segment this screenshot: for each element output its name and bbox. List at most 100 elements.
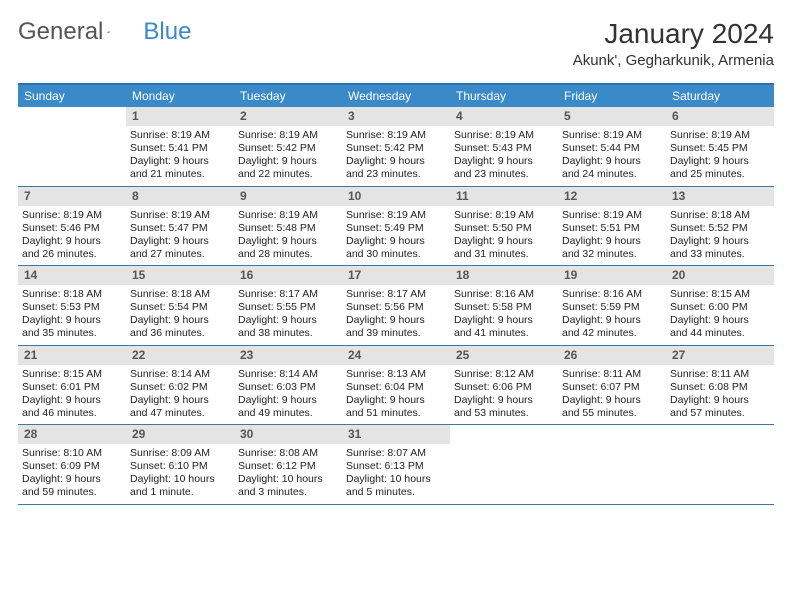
calendar-day-cell: 1Sunrise: 8:19 AMSunset: 5:41 PMDaylight… [126, 107, 234, 186]
calendar-day-cell: 26Sunrise: 8:11 AMSunset: 6:07 PMDayligh… [558, 346, 666, 425]
sunset-text: Sunset: 5:43 PM [454, 142, 554, 155]
daylight-line-2: and 30 minutes. [346, 248, 446, 261]
daylight-line-2: and 5 minutes. [346, 486, 446, 499]
sunset-text: Sunset: 5:48 PM [238, 222, 338, 235]
sunrise-text: Sunrise: 8:17 AM [346, 288, 446, 301]
day-number: 10 [342, 187, 450, 206]
daylight-line-1: Daylight: 9 hours [562, 394, 662, 407]
calendar-day-cell: 2Sunrise: 8:19 AMSunset: 5:42 PMDaylight… [234, 107, 342, 186]
weekday-header: Monday [126, 85, 234, 107]
sunset-text: Sunset: 5:47 PM [130, 222, 230, 235]
daylight-line-2: and 25 minutes. [670, 168, 770, 181]
calendar-day-cell: 8Sunrise: 8:19 AMSunset: 5:47 PMDaylight… [126, 187, 234, 266]
daylight-line-1: Daylight: 9 hours [454, 314, 554, 327]
daylight-line-1: Daylight: 9 hours [238, 155, 338, 168]
sunset-text: Sunset: 6:03 PM [238, 381, 338, 394]
daylight-line-1: Daylight: 10 hours [346, 473, 446, 486]
calendar-day-cell: 5Sunrise: 8:19 AMSunset: 5:44 PMDaylight… [558, 107, 666, 186]
calendar-day-cell: 13Sunrise: 8:18 AMSunset: 5:52 PMDayligh… [666, 187, 774, 266]
day-number: 14 [18, 266, 126, 285]
calendar-day-cell: . [558, 425, 666, 504]
calendar-day-cell: 9Sunrise: 8:19 AMSunset: 5:48 PMDaylight… [234, 187, 342, 266]
sunset-text: Sunset: 6:13 PM [346, 460, 446, 473]
sunrise-text: Sunrise: 8:19 AM [346, 209, 446, 222]
sunrise-text: Sunrise: 8:14 AM [130, 368, 230, 381]
daylight-line-1: Daylight: 10 hours [238, 473, 338, 486]
day-number: 4 [450, 107, 558, 126]
sunset-text: Sunset: 6:09 PM [22, 460, 122, 473]
daylight-line-2: and 59 minutes. [22, 486, 122, 499]
day-number: 3 [342, 107, 450, 126]
daylight-line-1: Daylight: 9 hours [670, 155, 770, 168]
daylight-line-1: Daylight: 9 hours [238, 314, 338, 327]
sunset-text: Sunset: 5:51 PM [562, 222, 662, 235]
sunrise-text: Sunrise: 8:18 AM [22, 288, 122, 301]
sunrise-text: Sunrise: 8:19 AM [238, 209, 338, 222]
sunset-text: Sunset: 5:44 PM [562, 142, 662, 155]
day-number: 15 [126, 266, 234, 285]
day-number: 20 [666, 266, 774, 285]
sunset-text: Sunset: 5:54 PM [130, 301, 230, 314]
sunrise-text: Sunrise: 8:13 AM [346, 368, 446, 381]
sunrise-text: Sunrise: 8:15 AM [22, 368, 122, 381]
sunrise-text: Sunrise: 8:11 AM [562, 368, 662, 381]
daylight-line-1: Daylight: 10 hours [130, 473, 230, 486]
month-title: January 2024 [573, 18, 774, 50]
day-number: 31 [342, 425, 450, 444]
calendar-day-cell: 6Sunrise: 8:19 AMSunset: 5:45 PMDaylight… [666, 107, 774, 186]
sunset-text: Sunset: 5:46 PM [22, 222, 122, 235]
daylight-line-1: Daylight: 9 hours [454, 394, 554, 407]
day-number: 23 [234, 346, 342, 365]
calendar-day-cell: 29Sunrise: 8:09 AMSunset: 6:10 PMDayligh… [126, 425, 234, 504]
sunset-text: Sunset: 5:49 PM [346, 222, 446, 235]
day-number: 7 [18, 187, 126, 206]
sunrise-text: Sunrise: 8:19 AM [562, 209, 662, 222]
daylight-line-2: and 28 minutes. [238, 248, 338, 261]
daylight-line-1: Daylight: 9 hours [130, 235, 230, 248]
calendar-day-cell: 16Sunrise: 8:17 AMSunset: 5:55 PMDayligh… [234, 266, 342, 345]
calendar-day-cell: 12Sunrise: 8:19 AMSunset: 5:51 PMDayligh… [558, 187, 666, 266]
weekday-header: Tuesday [234, 85, 342, 107]
sunrise-text: Sunrise: 8:16 AM [562, 288, 662, 301]
logo-word-1: General [18, 18, 103, 46]
sunset-text: Sunset: 6:08 PM [670, 381, 770, 394]
calendar-day-cell: 25Sunrise: 8:12 AMSunset: 6:06 PMDayligh… [450, 346, 558, 425]
daylight-line-1: Daylight: 9 hours [22, 394, 122, 407]
daylight-line-1: Daylight: 9 hours [670, 394, 770, 407]
sunset-text: Sunset: 5:41 PM [130, 142, 230, 155]
sunrise-text: Sunrise: 8:11 AM [670, 368, 770, 381]
day-number: 17 [342, 266, 450, 285]
weekday-header: Thursday [450, 85, 558, 107]
daylight-line-1: Daylight: 9 hours [562, 235, 662, 248]
calendar-week-row: 7Sunrise: 8:19 AMSunset: 5:46 PMDaylight… [18, 187, 774, 267]
sunset-text: Sunset: 5:59 PM [562, 301, 662, 314]
day-number: 30 [234, 425, 342, 444]
daylight-line-1: Daylight: 9 hours [346, 235, 446, 248]
calendar-day-cell: 3Sunrise: 8:19 AMSunset: 5:42 PMDaylight… [342, 107, 450, 186]
sunrise-text: Sunrise: 8:19 AM [22, 209, 122, 222]
calendar-day-cell: 24Sunrise: 8:13 AMSunset: 6:04 PMDayligh… [342, 346, 450, 425]
sunrise-text: Sunrise: 8:12 AM [454, 368, 554, 381]
calendar-day-cell: 21Sunrise: 8:15 AMSunset: 6:01 PMDayligh… [18, 346, 126, 425]
daylight-line-1: Daylight: 9 hours [454, 155, 554, 168]
sunset-text: Sunset: 5:56 PM [346, 301, 446, 314]
calendar-day-cell: 14Sunrise: 8:18 AMSunset: 5:53 PMDayligh… [18, 266, 126, 345]
daylight-line-2: and 47 minutes. [130, 407, 230, 420]
calendar-day-cell: 18Sunrise: 8:16 AMSunset: 5:58 PMDayligh… [450, 266, 558, 345]
daylight-line-1: Daylight: 9 hours [22, 473, 122, 486]
calendar-week-row: .1Sunrise: 8:19 AMSunset: 5:41 PMDayligh… [18, 107, 774, 187]
calendar-day-cell: 30Sunrise: 8:08 AMSunset: 6:12 PMDayligh… [234, 425, 342, 504]
calendar-day-cell: 27Sunrise: 8:11 AMSunset: 6:08 PMDayligh… [666, 346, 774, 425]
daylight-line-2: and 51 minutes. [346, 407, 446, 420]
daylight-line-1: Daylight: 9 hours [346, 155, 446, 168]
daylight-line-1: Daylight: 9 hours [562, 314, 662, 327]
daylight-line-1: Daylight: 9 hours [562, 155, 662, 168]
sunset-text: Sunset: 6:04 PM [346, 381, 446, 394]
sunrise-text: Sunrise: 8:07 AM [346, 447, 446, 460]
daylight-line-2: and 44 minutes. [670, 327, 770, 340]
calendar-day-cell: . [18, 107, 126, 186]
calendar-day-cell: 23Sunrise: 8:14 AMSunset: 6:03 PMDayligh… [234, 346, 342, 425]
sunrise-text: Sunrise: 8:18 AM [130, 288, 230, 301]
calendar-day-cell: 22Sunrise: 8:14 AMSunset: 6:02 PMDayligh… [126, 346, 234, 425]
calendar-day-cell: 7Sunrise: 8:19 AMSunset: 5:46 PMDaylight… [18, 187, 126, 266]
